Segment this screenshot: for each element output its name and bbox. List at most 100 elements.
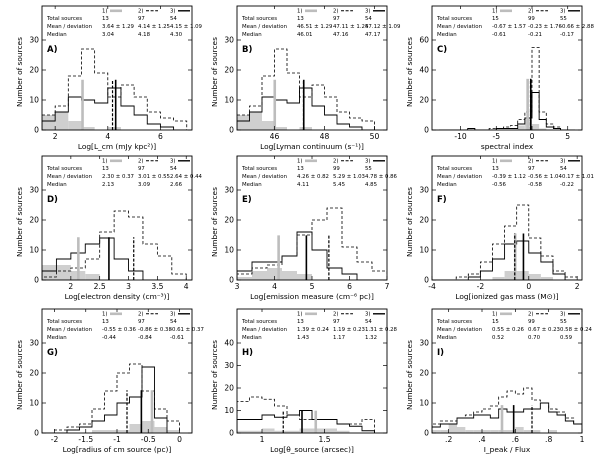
stats-value-2: 3.09	[138, 182, 151, 188]
x-tick-label: 0	[177, 435, 182, 444]
y-tick-label: 60	[419, 36, 429, 45]
stats-value-3: 1.32	[365, 335, 377, 341]
panel-label: C)	[437, 45, 447, 55]
x-tick-label: 3.5	[151, 282, 163, 291]
bar-series-1	[129, 424, 142, 433]
histogram-series-3	[432, 240, 578, 280]
stats-row-label: Total sources	[46, 319, 82, 325]
histogram-series-3	[42, 87, 187, 130]
x-axis-label: spectral index	[481, 142, 534, 151]
bar-series-1	[532, 124, 540, 130]
y-axis-label: Number of sources	[210, 187, 219, 257]
y-tick-label: 20	[224, 384, 234, 393]
x-axis-label: Log[electron density (cm⁻³)]	[65, 292, 170, 301]
stats-value-2: 0.67 ± 0.23	[528, 327, 560, 333]
x-tick-label: -0.5	[141, 435, 156, 444]
stats-row-label: Median	[437, 182, 457, 188]
panel-a: 1) 2) 3) Total sources 13 97 54 Mean / deviatio…	[15, 5, 203, 151]
legend-label-1: 1)	[492, 9, 498, 15]
stats-value-2: -0.84	[138, 335, 153, 341]
stats-value-2: -0.86 ± 0.38	[138, 327, 172, 333]
histogram-series-2	[237, 48, 375, 130]
x-tick-label: 4	[184, 282, 189, 291]
panel-label: G)	[47, 348, 58, 358]
stats-value-2: 5.45	[333, 182, 345, 188]
stats-value-2: 4.14 ± 1.25	[138, 24, 170, 30]
bar-series-1	[92, 430, 105, 433]
bar-series-1	[432, 430, 441, 433]
stats-value-1: 0.52	[492, 335, 504, 341]
stats-value-1: 13	[102, 166, 109, 172]
stats-value-2: 97	[528, 166, 535, 172]
stats-row-label: Mean / deviation	[47, 24, 92, 30]
x-axis-label: Log[Lyman continuum (s⁻¹)]	[260, 142, 364, 151]
histogram-bars	[432, 204, 578, 280]
x-tick-label: 7	[385, 282, 390, 291]
bar-series-1	[523, 430, 532, 433]
stats-value-1: 15	[492, 319, 499, 325]
plot-frame	[236, 308, 388, 434]
bar-series-1	[42, 265, 57, 280]
stats-row-label: Total sources	[46, 166, 82, 172]
stats-value-1: -0.39 ± 1.12	[492, 174, 526, 180]
y-tick-label: 30	[29, 36, 39, 45]
y-axis-label: Number of sources	[405, 37, 414, 107]
stats-value-1: 46.01	[297, 32, 312, 38]
histogram-series-2	[42, 48, 188, 130]
x-axis-label: Log[radius of cm source (pc)]	[63, 445, 172, 454]
legend-label-2: 2)	[333, 9, 339, 15]
bar-series-1	[237, 115, 250, 130]
x-tick-label: -10	[454, 132, 467, 141]
stats-value-1: 13	[297, 319, 304, 325]
stats-legend: 1) 2) 3) Total sources 15 99 55 Mean / deviatio…	[436, 9, 594, 39]
x-tick-label: 2.5	[94, 282, 106, 291]
bar-series-1	[539, 128, 547, 130]
stats-value-3: 4.85	[365, 182, 377, 188]
stats-value-1: -0.67 ± 1.57	[492, 24, 526, 30]
y-tick-label: 0	[229, 276, 234, 285]
legend-label-3: 3)	[365, 159, 371, 165]
plot-frame	[431, 155, 583, 281]
bar-series-1	[299, 127, 312, 130]
stats-row-label: Mean / deviation	[47, 174, 92, 180]
stats-value-1: 3.04	[102, 32, 115, 38]
legend-label-2: 2)	[528, 159, 534, 165]
bar-series-1	[282, 271, 297, 280]
x-axis-label: I_peak / Flux	[484, 445, 531, 454]
stats-value-1: -0.44	[102, 335, 117, 341]
x-tick-label: 5	[310, 282, 315, 291]
histogram-series-2	[439, 47, 575, 130]
bar-series-1	[237, 430, 250, 433]
panel-e: 1) 2) 3) Total sources 13 99 55 Mean / deviatio…	[210, 155, 398, 301]
y-tick-label: 10	[224, 406, 234, 415]
histogram-bars	[237, 48, 375, 130]
stats-value-1: -0.55 ± 0.36	[102, 327, 136, 333]
stats-row-label: Mean / deviation	[47, 327, 92, 333]
stats-value-3: 2.66	[170, 182, 183, 188]
stats-value-2: -0.21	[528, 32, 542, 38]
bar-series-1	[548, 430, 557, 433]
x-tick-label: .6	[512, 435, 519, 444]
histogram-series-2	[42, 363, 180, 433]
y-tick-label: 20	[419, 216, 429, 225]
panel-h: 1) 2) 3) Total sources 13 97 54 Mean / deviatio…	[210, 308, 398, 454]
bar-series-1	[532, 430, 541, 433]
bar-series-1	[68, 121, 82, 130]
stats-row-label: Mean / deviation	[437, 174, 482, 180]
histogram-series-3	[237, 87, 375, 130]
y-tick-label: 0	[34, 429, 39, 438]
stats-value-3: 54	[170, 16, 177, 22]
stats-value-1: 15	[492, 16, 499, 22]
stats-row-label: Total sources	[46, 16, 82, 22]
y-tick-label: 0	[424, 126, 429, 135]
bar-series-1	[287, 430, 300, 433]
y-tick-label: 0	[424, 276, 429, 285]
stats-value-1: 13	[102, 16, 109, 22]
stats-value-3: -0.61	[170, 335, 184, 341]
panel-label: H)	[242, 348, 253, 358]
y-axis-label: Number of sources	[405, 187, 414, 257]
stats-value-2: 99	[528, 319, 535, 325]
stats-row-label: Total sources	[436, 319, 472, 325]
y-axis-label: Number of sources	[210, 37, 219, 107]
